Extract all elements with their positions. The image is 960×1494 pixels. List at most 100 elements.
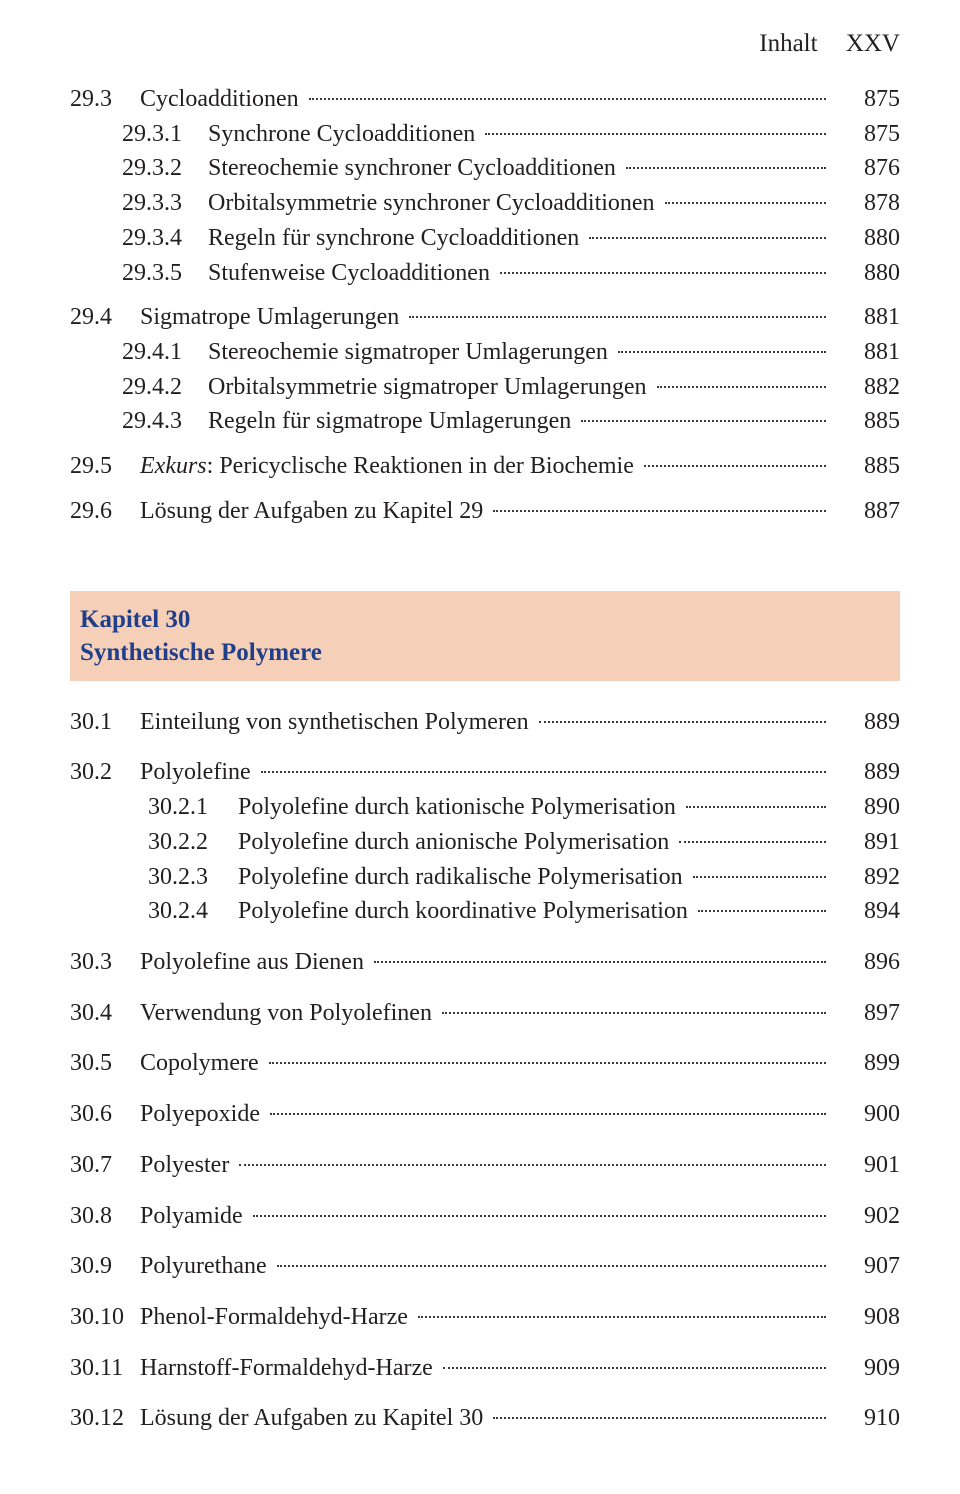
toc-title: Polyester bbox=[140, 1150, 233, 1181]
toc-leader bbox=[239, 1164, 826, 1166]
toc-number: 29.6 bbox=[70, 496, 140, 527]
toc-title: Polyolefine durch anionische Polymerisat… bbox=[238, 827, 673, 858]
toc-title: Polyolefine aus Dienen bbox=[140, 947, 368, 978]
toc-leader bbox=[618, 351, 826, 353]
toc-entry: 30.4Verwendung von Polyolefinen897 bbox=[70, 998, 900, 1029]
toc-entry: 30.2Polyolefine889 bbox=[70, 757, 900, 788]
toc-leader bbox=[581, 420, 826, 422]
toc-leader bbox=[644, 465, 826, 467]
toc-page: 885 bbox=[832, 451, 900, 482]
toc-leader bbox=[409, 316, 826, 318]
toc-title: Stereochemie sigmatroper Umlagerungen bbox=[208, 337, 612, 368]
toc-page: 907 bbox=[832, 1251, 900, 1282]
toc-page: 901 bbox=[832, 1150, 900, 1181]
toc-leader bbox=[493, 1417, 826, 1419]
toc-entry: 29.6Lösung der Aufgaben zu Kapitel 29887 bbox=[70, 496, 900, 527]
toc-leader bbox=[270, 1113, 826, 1115]
toc-page: 880 bbox=[832, 223, 900, 254]
toc-number: 30.6 bbox=[70, 1099, 140, 1130]
toc-title: Lösung der Aufgaben zu Kapitel 30 bbox=[140, 1403, 487, 1434]
chapter-title: Synthetische Polymere bbox=[80, 636, 890, 669]
toc-title: Regeln für synchrone Cycloadditionen bbox=[208, 223, 583, 254]
toc-title: Harnstoff-Formaldehyd-Harze bbox=[140, 1353, 437, 1384]
toc-number: 29.3.4 bbox=[122, 223, 208, 254]
toc-number: 29.3.1 bbox=[122, 119, 208, 150]
toc-title: Einteilung von synthetischen Polymeren bbox=[140, 707, 533, 738]
toc-page: 899 bbox=[832, 1048, 900, 1079]
toc-leader bbox=[442, 1012, 826, 1014]
toc-number: 29.4.1 bbox=[122, 337, 208, 368]
toc-page: 894 bbox=[832, 896, 900, 927]
toc-leader bbox=[253, 1215, 826, 1217]
toc-leader bbox=[443, 1367, 826, 1369]
toc-page: 876 bbox=[832, 153, 900, 184]
toc-leader bbox=[693, 876, 826, 878]
running-header: Inhalt XXV bbox=[70, 28, 900, 60]
toc-number: 30.1 bbox=[70, 707, 140, 738]
toc-leader bbox=[589, 237, 826, 239]
toc-number: 30.11 bbox=[70, 1353, 140, 1384]
toc-entry: 29.3.4Regeln für synchrone Cycloaddition… bbox=[70, 223, 900, 254]
toc-title: Polyolefine durch kationische Polymerisa… bbox=[238, 792, 680, 823]
toc-entry: 29.5Exkurs: Pericyclische Reaktionen in … bbox=[70, 451, 900, 482]
toc-page: 908 bbox=[832, 1302, 900, 1333]
toc-page: 900 bbox=[832, 1099, 900, 1130]
header-label: Inhalt bbox=[759, 30, 817, 57]
toc-page: 887 bbox=[832, 496, 900, 527]
toc-title: Copolymere bbox=[140, 1048, 263, 1079]
toc-title: Polyolefine bbox=[140, 757, 255, 788]
toc-entry: 30.8Polyamide902 bbox=[70, 1201, 900, 1232]
toc-page: 878 bbox=[832, 188, 900, 219]
toc-page: 881 bbox=[832, 337, 900, 368]
toc-entry: 30.6Polyepoxide 900 bbox=[70, 1099, 900, 1130]
toc-page: 896 bbox=[832, 947, 900, 978]
toc-page: 882 bbox=[832, 372, 900, 403]
toc-number: 30.4 bbox=[70, 998, 140, 1029]
toc-title: Cycloadditionen bbox=[140, 84, 303, 115]
toc-leader bbox=[374, 961, 826, 963]
toc-number: 30.2.4 bbox=[148, 896, 238, 927]
toc-number: 30.10 bbox=[70, 1302, 140, 1333]
toc-entry: 30.5Copolymere899 bbox=[70, 1048, 900, 1079]
toc-entry: 30.7Polyester 901 bbox=[70, 1150, 900, 1181]
toc-page: 891 bbox=[832, 827, 900, 858]
toc-number: 29.4 bbox=[70, 302, 140, 333]
toc-leader bbox=[309, 98, 826, 100]
toc-title: Polyurethane bbox=[140, 1251, 271, 1282]
toc-leader bbox=[698, 910, 826, 912]
chapter-heading-band: Kapitel 30 Synthetische Polymere bbox=[70, 591, 900, 681]
toc-page: 875 bbox=[832, 84, 900, 115]
toc-leader bbox=[665, 202, 826, 204]
toc-leader bbox=[539, 721, 826, 723]
toc-entry: 30.2.2Polyolefine durch anionische Polym… bbox=[70, 827, 900, 858]
toc-entry: 29.3Cycloadditionen 875 bbox=[70, 84, 900, 115]
toc-page: 885 bbox=[832, 406, 900, 437]
toc-entry: 29.3.3Orbitalsymmetrie synchroner Cycloa… bbox=[70, 188, 900, 219]
toc-entry: 30.2.1Polyolefine durch kationische Poly… bbox=[70, 792, 900, 823]
toc-leader bbox=[657, 386, 826, 388]
toc-number: 29.4.3 bbox=[122, 406, 208, 437]
toc-entry: 29.3.1Synchrone Cycloadditionen875 bbox=[70, 119, 900, 150]
toc-entry: 30.3Polyolefine aus Dienen 896 bbox=[70, 947, 900, 978]
toc-leader bbox=[500, 272, 826, 274]
toc-entry: 29.3.2Stereochemie synchroner Cycloaddit… bbox=[70, 153, 900, 184]
toc-number: 30.7 bbox=[70, 1150, 140, 1181]
toc-title: Polyepoxide bbox=[140, 1099, 264, 1130]
toc-page: 880 bbox=[832, 258, 900, 289]
toc-title: Phenol-Formaldehyd-Harze bbox=[140, 1302, 412, 1333]
header-page: XXV bbox=[846, 30, 900, 57]
toc-page: 892 bbox=[832, 862, 900, 893]
toc-entry: 30.2.3Polyolefine durch radikalische Pol… bbox=[70, 862, 900, 893]
toc-page: 889 bbox=[832, 707, 900, 738]
toc-number: 30.9 bbox=[70, 1251, 140, 1282]
toc-number: 30.3 bbox=[70, 947, 140, 978]
toc-entry: 30.1Einteilung von synthetischen Polymer… bbox=[70, 707, 900, 738]
toc-page: 890 bbox=[832, 792, 900, 823]
toc-title: Exkurs: Pericyclische Reaktionen in der … bbox=[140, 451, 638, 482]
toc-number: 30.12 bbox=[70, 1403, 140, 1434]
toc-title: Orbitalsymmetrie synchroner Cycloadditio… bbox=[208, 188, 659, 219]
toc-page: 889 bbox=[832, 757, 900, 788]
toc-page: 902 bbox=[832, 1201, 900, 1232]
toc-number: 29.3 bbox=[70, 84, 140, 115]
toc-leader bbox=[626, 167, 826, 169]
